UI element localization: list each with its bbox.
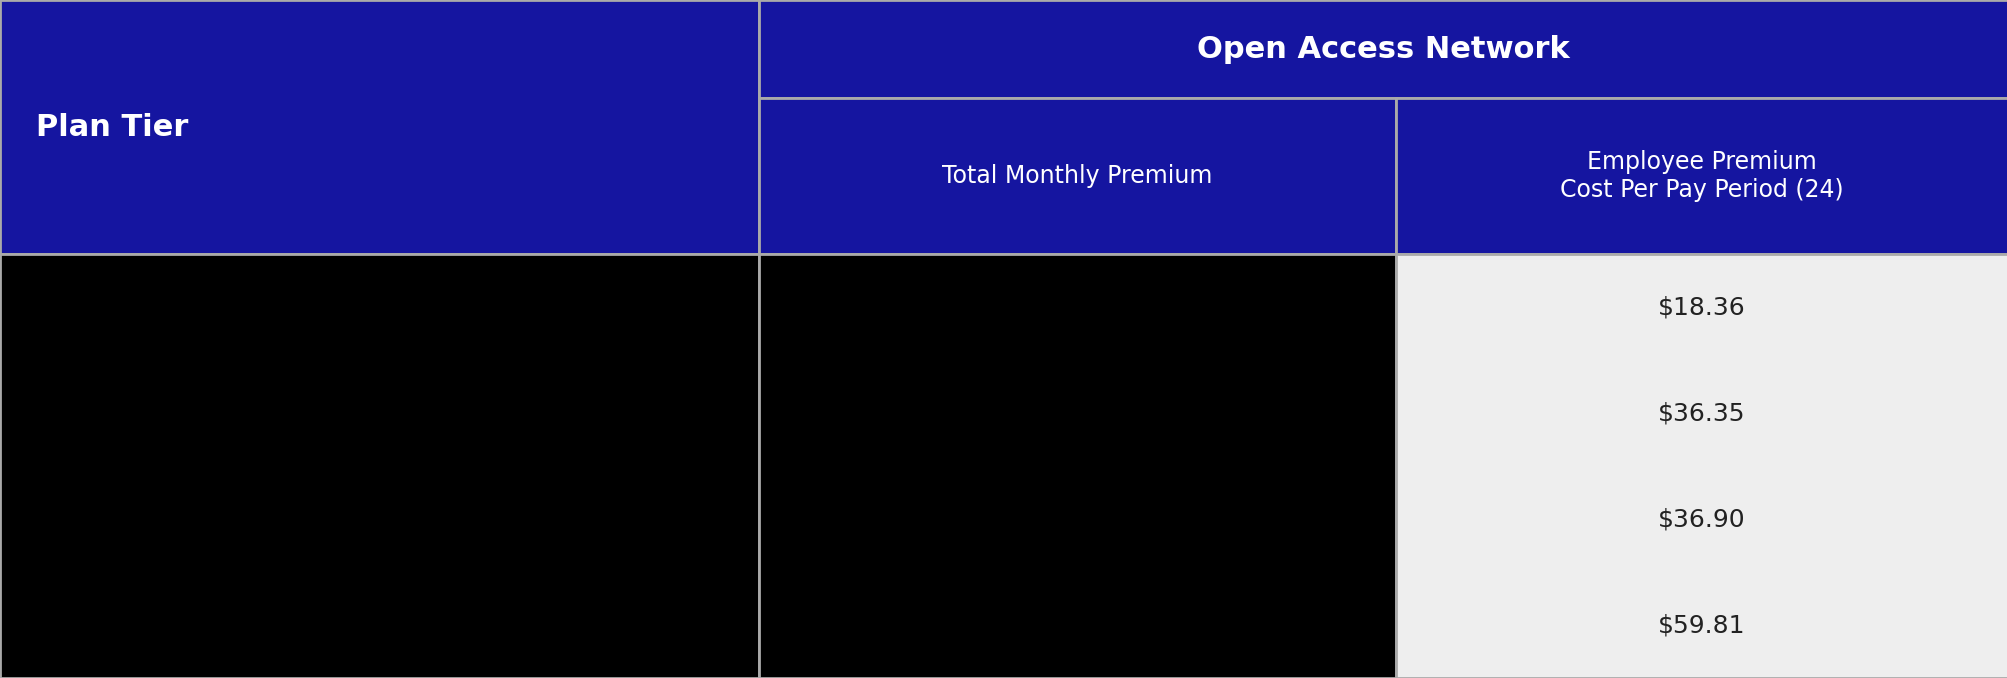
Bar	[759, 98, 1395, 254]
Text: $36.90: $36.90	[1658, 507, 1744, 531]
Bar	[1395, 254, 2007, 678]
Bar	[759, 0, 2007, 98]
Text: $36.35: $36.35	[1658, 401, 1744, 425]
Text: Plan Tier: Plan Tier	[36, 113, 189, 142]
Text: Open Access Network: Open Access Network	[1196, 35, 1569, 64]
Text: Total Monthly Premium: Total Monthly Premium	[941, 164, 1212, 188]
Bar	[0, 254, 759, 678]
Text: $59.81: $59.81	[1658, 613, 1744, 637]
Bar	[1395, 98, 2007, 254]
Text: Employee Premium
Cost Per Pay Period (24): Employee Premium Cost Per Pay Period (24…	[1559, 151, 1842, 202]
Bar	[759, 254, 1395, 678]
Bar	[0, 0, 759, 254]
Text: $18.36: $18.36	[1658, 295, 1744, 319]
